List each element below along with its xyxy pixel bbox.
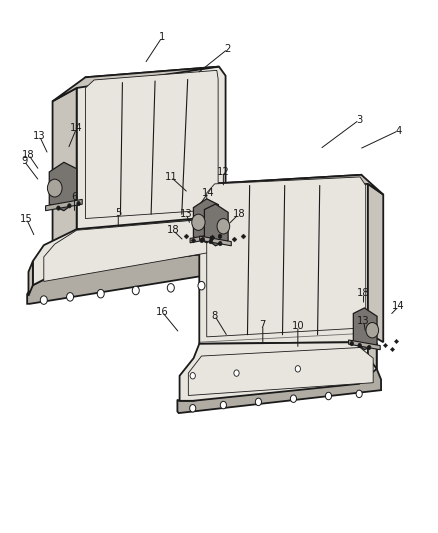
Polygon shape: [85, 70, 218, 219]
Polygon shape: [190, 232, 223, 243]
Text: 5: 5: [115, 208, 121, 218]
Text: 6: 6: [71, 192, 78, 202]
Text: 14: 14: [202, 188, 214, 198]
Text: 13: 13: [357, 316, 370, 326]
Circle shape: [356, 390, 362, 398]
Text: 14: 14: [392, 302, 405, 311]
Circle shape: [209, 239, 212, 244]
Circle shape: [220, 401, 226, 409]
Polygon shape: [53, 88, 77, 245]
Circle shape: [77, 201, 80, 206]
Text: 8: 8: [212, 311, 218, 320]
Text: 13: 13: [180, 209, 192, 219]
Text: 13: 13: [33, 131, 46, 141]
Polygon shape: [199, 175, 383, 195]
Circle shape: [290, 395, 297, 402]
Circle shape: [366, 322, 378, 338]
Polygon shape: [49, 162, 77, 211]
Circle shape: [47, 179, 62, 197]
Polygon shape: [200, 236, 231, 246]
Circle shape: [190, 405, 196, 412]
Text: 15: 15: [20, 214, 33, 223]
Circle shape: [67, 293, 74, 301]
Circle shape: [132, 286, 139, 295]
Circle shape: [210, 236, 213, 240]
Polygon shape: [27, 251, 234, 304]
Circle shape: [198, 281, 205, 290]
Circle shape: [255, 398, 261, 406]
Circle shape: [295, 366, 300, 372]
Circle shape: [218, 234, 222, 238]
Text: 11: 11: [164, 172, 177, 182]
Text: 18: 18: [22, 150, 35, 159]
Text: 3: 3: [356, 115, 362, 125]
Text: 18: 18: [357, 288, 370, 298]
Circle shape: [167, 284, 174, 292]
Polygon shape: [207, 177, 366, 337]
Circle shape: [57, 206, 60, 210]
Polygon shape: [44, 217, 227, 281]
Circle shape: [234, 370, 239, 376]
Polygon shape: [46, 199, 82, 211]
Polygon shape: [180, 333, 377, 401]
Polygon shape: [28, 261, 33, 296]
Circle shape: [192, 214, 205, 230]
Circle shape: [97, 289, 104, 298]
Polygon shape: [188, 348, 373, 395]
Circle shape: [350, 342, 353, 346]
Text: 4: 4: [396, 126, 402, 135]
Text: 14: 14: [71, 123, 83, 133]
Text: 9: 9: [21, 156, 27, 166]
Polygon shape: [368, 333, 377, 369]
Text: 2: 2: [225, 44, 231, 54]
Text: 7: 7: [260, 320, 266, 330]
Polygon shape: [368, 184, 383, 342]
Circle shape: [201, 238, 205, 242]
Text: 18: 18: [167, 225, 179, 235]
Text: 16: 16: [155, 307, 169, 317]
Text: 10: 10: [292, 321, 304, 331]
Polygon shape: [53, 67, 219, 101]
Polygon shape: [177, 369, 381, 413]
Circle shape: [217, 219, 230, 234]
Circle shape: [40, 296, 47, 304]
Circle shape: [67, 204, 71, 208]
Polygon shape: [349, 340, 380, 350]
Polygon shape: [194, 199, 219, 243]
Circle shape: [358, 343, 361, 348]
Polygon shape: [77, 67, 226, 229]
Circle shape: [190, 373, 195, 379]
Circle shape: [219, 241, 222, 246]
Polygon shape: [199, 175, 368, 344]
Text: 1: 1: [159, 33, 165, 42]
Polygon shape: [353, 308, 377, 350]
Circle shape: [367, 345, 371, 350]
Circle shape: [325, 392, 332, 400]
Text: 18: 18: [233, 209, 245, 219]
Text: 12: 12: [217, 167, 230, 176]
Polygon shape: [205, 204, 228, 246]
Circle shape: [200, 238, 204, 243]
Polygon shape: [33, 216, 230, 285]
